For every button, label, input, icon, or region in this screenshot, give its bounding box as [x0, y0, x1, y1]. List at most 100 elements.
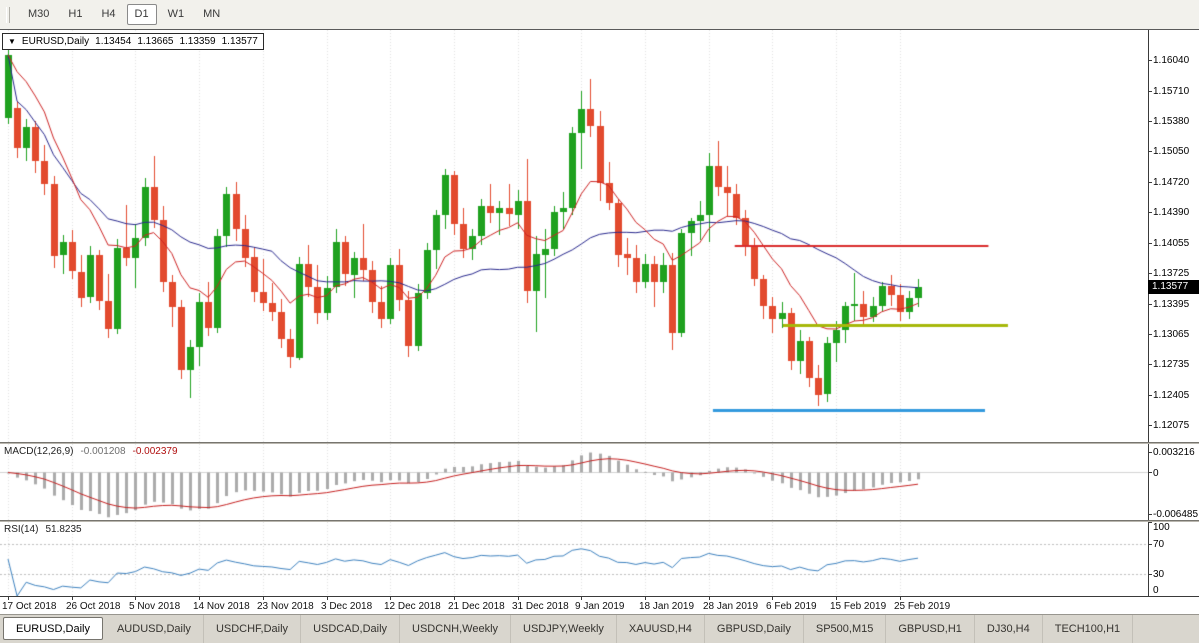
axis-label: -0.006485	[1153, 508, 1199, 520]
axis-label: 1.13725	[1153, 268, 1190, 280]
timeframe-button-m30[interactable]: M30	[28, 8, 50, 20]
chart-tab-xauusd-h4[interactable]: XAUUSD,H4	[617, 615, 705, 643]
panel-separator[interactable]	[0, 520, 1199, 522]
collapse-arrow-icon[interactable]: ▼	[8, 37, 16, 46]
rsi-value: 51.8235	[45, 524, 82, 535]
axis-label: 1.16040	[1153, 55, 1190, 67]
date-tick	[263, 597, 264, 600]
timeframe-toolbar: M30 H1 H4 D1 W1 MN	[0, 0, 1199, 30]
axis-tick	[1149, 151, 1152, 152]
chart-tab-gbpusd-daily[interactable]: GBPUSD,Daily	[705, 615, 804, 643]
axis-label: 1.12075	[1153, 419, 1190, 431]
axis-label: 1.15050	[1153, 146, 1190, 158]
chart-tab-sp500-m15[interactable]: SP500,M15	[804, 615, 887, 643]
rsi-canvas[interactable]	[0, 522, 1148, 596]
axis-tick	[1149, 522, 1152, 523]
symbol-period-label: EURUSD,Daily	[21, 36, 90, 47]
axis-tick	[1149, 334, 1152, 335]
date-label: 15 Feb 2019	[830, 601, 887, 612]
date-tick	[518, 597, 519, 600]
main-chart-plot: ▼ EURUSD,Daily 1.13454 1.13665 1.13359 1…	[0, 30, 1148, 442]
main-chart-canvas[interactable]	[0, 30, 1148, 442]
axis-tick	[1149, 212, 1152, 213]
toolbar-grip[interactable]	[6, 6, 10, 23]
close-value: 1.13577	[221, 36, 258, 47]
axis-tick	[1149, 60, 1152, 61]
axis-tick	[1149, 121, 1152, 122]
date-axis-inner: 17 Oct 2018 26 Oct 2018 5 Nov 2018 14 Nov 2…	[0, 597, 1148, 614]
axis-tick	[1149, 243, 1152, 244]
chart-tab-usdjpy-weekly[interactable]: USDJPY,Weekly	[511, 615, 617, 643]
panel-separator[interactable]	[0, 442, 1199, 444]
axis-label: 0	[1153, 467, 1159, 479]
chart-tab-gbpusd-h1[interactable]: GBPUSD,H1	[886, 615, 975, 643]
macd-axis[interactable]: 0.003216 0 -0.006485	[1148, 444, 1199, 520]
date-label: 5 Nov 2018	[129, 601, 181, 612]
axis-label: 0	[1153, 585, 1159, 596]
date-tick	[900, 597, 901, 600]
date-label: 21 Dec 2018	[448, 601, 505, 612]
date-axis[interactable]: 17 Oct 2018 26 Oct 2018 5 Nov 2018 14 Nov 2…	[0, 596, 1199, 614]
axis-tick	[1149, 574, 1152, 575]
axis-label: 100	[1153, 522, 1170, 533]
chart-tab-dj30-h4[interactable]: DJ30,H4	[975, 615, 1043, 643]
axis-label: 1.14390	[1153, 207, 1190, 219]
date-label: 17 Oct 2018	[2, 601, 57, 612]
date-label: 9 Jan 2019	[575, 601, 625, 612]
axis-tick	[1149, 364, 1152, 365]
date-tick	[135, 597, 136, 600]
macd-panel: MACD(12,26,9) -0.001208 -0.002379 0.0032…	[0, 444, 1199, 520]
axis-label: 30	[1153, 568, 1165, 580]
axis-tick	[1149, 514, 1152, 515]
date-tick	[8, 597, 9, 600]
axis-tick	[1149, 273, 1152, 274]
axis-label: 1.15710	[1153, 85, 1190, 97]
high-value: 1.13665	[137, 36, 174, 47]
rsi-plot: RSI(14) 51.8235	[0, 522, 1148, 596]
date-label: 18 Jan 2019	[639, 601, 695, 612]
date-label: 6 Feb 2019	[766, 601, 817, 612]
axis-tick	[1149, 472, 1152, 473]
date-tick	[199, 597, 200, 600]
timeframe-button-d1[interactable]: D1	[126, 4, 157, 25]
macd-name: MACD(12,26,9)	[4, 446, 74, 457]
main-chart-panel: ▼ EURUSD,Daily 1.13454 1.13665 1.13359 1…	[0, 30, 1199, 442]
date-label: 31 Dec 2018	[512, 601, 569, 612]
ohlc-header: ▼ EURUSD,Daily 1.13454 1.13665 1.13359 1…	[2, 33, 264, 50]
axis-label: 1.13395	[1153, 298, 1190, 310]
macd-label: MACD(12,26,9) -0.001208 -0.002379	[4, 446, 178, 457]
chart-tab-usdcnh-weekly[interactable]: USDCNH,Weekly	[400, 615, 512, 643]
date-tick	[454, 597, 455, 600]
axis-label: 1.13065	[1153, 328, 1190, 340]
chart-tab-audusd-daily[interactable]: AUDUSD,Daily	[105, 615, 204, 643]
date-tick	[709, 597, 710, 600]
rsi-axis[interactable]: 100 70 30 0	[1148, 522, 1199, 597]
axis-label: 0.003216	[1153, 447, 1195, 459]
macd-main-value: -0.001208	[80, 446, 126, 457]
timeframe-button-mn[interactable]: MN	[203, 8, 221, 20]
chart-tab-usdchf-daily[interactable]: USDCHF,Daily	[204, 615, 302, 643]
rsi-name: RSI(14)	[4, 524, 39, 535]
axis-tick	[1149, 182, 1152, 183]
macd-plot: MACD(12,26,9) -0.001208 -0.002379	[0, 444, 1148, 520]
chart-tab-eurusd-daily[interactable]: EURUSD,Daily	[3, 617, 103, 640]
axis-tick	[1149, 91, 1152, 92]
chart-tab-usdcad-daily[interactable]: USDCAD,Daily	[301, 615, 401, 643]
current-price-badge: 1.13577	[1148, 280, 1199, 294]
low-value: 1.13359	[179, 36, 216, 47]
timeframe-button-w1[interactable]: W1	[167, 8, 185, 20]
axis-label: 1.14720	[1153, 176, 1190, 188]
date-tick	[390, 597, 391, 600]
axis-label: 1.14055	[1153, 237, 1190, 249]
chart-tabbar: EURUSD,Daily AUDUSD,Daily USDCHF,Daily USDC…	[0, 614, 1199, 643]
date-tick	[645, 597, 646, 600]
timeframe-button-h4[interactable]: H4	[101, 8, 116, 20]
macd-canvas[interactable]	[0, 444, 1148, 520]
axis-label: 1.12405	[1153, 389, 1190, 401]
main-price-axis[interactable]: 1.13577 1.16040 1.15710 1.15380 1.15050 1.14…	[1148, 30, 1199, 442]
date-label: 28 Jan 2019	[703, 601, 759, 612]
chart-tab-tech100-h1[interactable]: TECH100,H1	[1043, 615, 1134, 643]
timeframe-button-h1[interactable]: H1	[68, 8, 83, 20]
date-label: 23 Nov 2018	[257, 601, 314, 612]
